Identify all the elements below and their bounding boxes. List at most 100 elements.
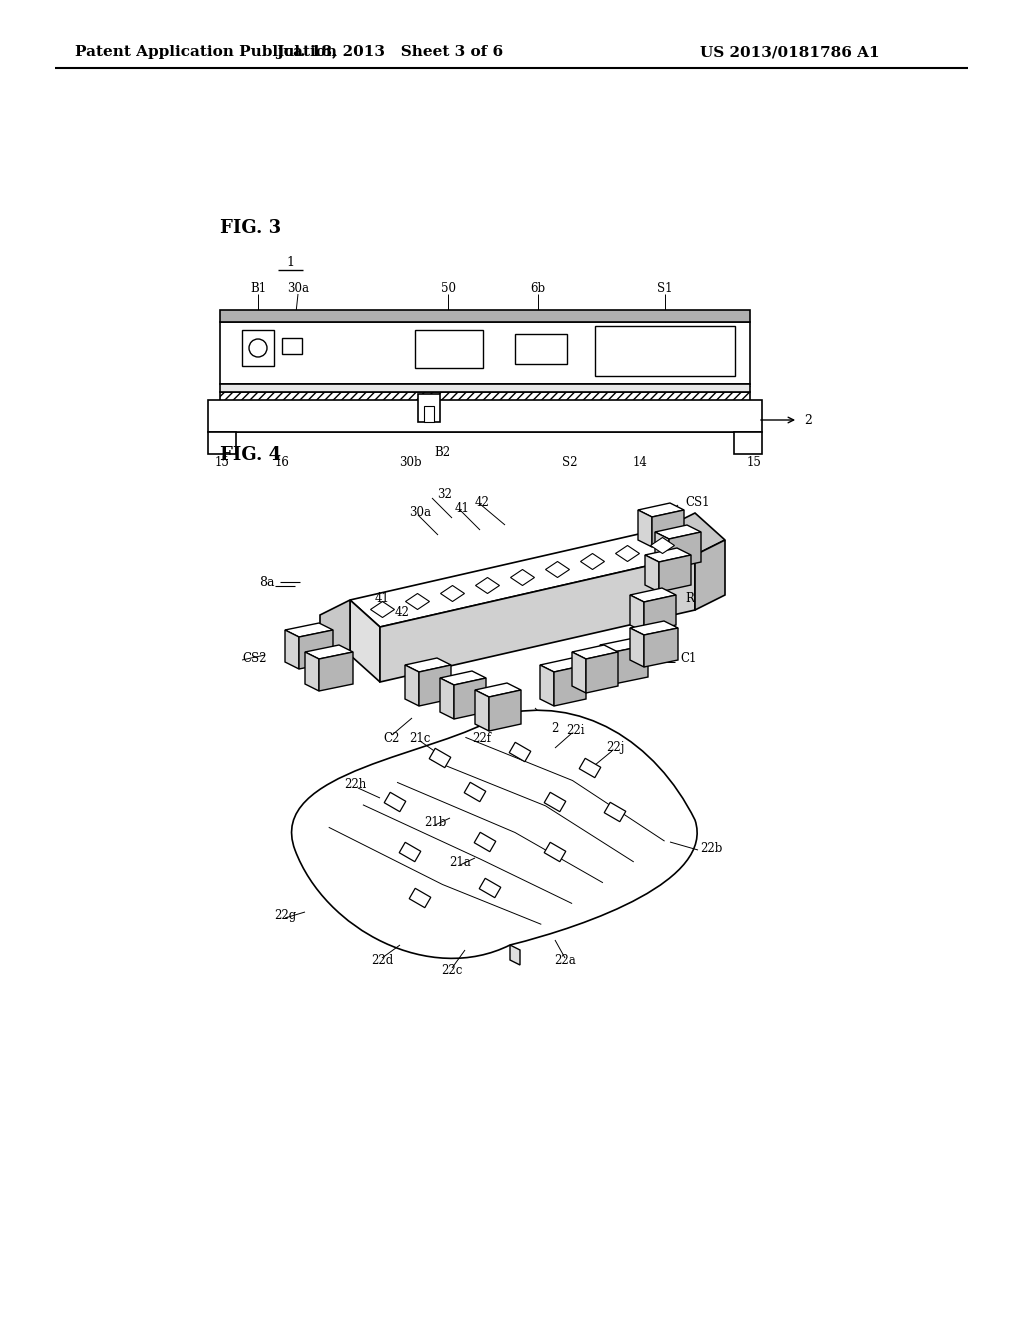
Text: 15: 15	[215, 457, 229, 470]
Bar	[208, 400, 762, 432]
Text: 42: 42	[474, 495, 489, 508]
Text: 8a: 8a	[259, 576, 275, 589]
Polygon shape	[600, 645, 614, 684]
Polygon shape	[659, 554, 691, 591]
Text: 22d: 22d	[371, 953, 393, 966]
Polygon shape	[319, 652, 353, 690]
Polygon shape	[399, 842, 421, 862]
Bar	[515, 334, 567, 364]
Polygon shape	[510, 945, 520, 965]
Polygon shape	[604, 803, 626, 821]
Text: 22j: 22j	[606, 742, 625, 755]
Bar	[208, 432, 236, 454]
Polygon shape	[572, 652, 586, 693]
Polygon shape	[695, 540, 725, 610]
Polygon shape	[406, 594, 429, 610]
Text: 6b: 6b	[530, 281, 546, 294]
Text: S1: S1	[657, 281, 673, 294]
Polygon shape	[475, 578, 500, 594]
Polygon shape	[475, 690, 489, 731]
Polygon shape	[644, 595, 676, 632]
Text: CS1: CS1	[685, 495, 710, 508]
Text: 22h: 22h	[344, 779, 367, 792]
Polygon shape	[429, 748, 451, 768]
Polygon shape	[586, 652, 618, 693]
Polygon shape	[380, 554, 695, 682]
Polygon shape	[630, 587, 676, 602]
Polygon shape	[350, 528, 695, 627]
Polygon shape	[419, 665, 451, 706]
Polygon shape	[440, 586, 465, 602]
Polygon shape	[350, 601, 380, 682]
Polygon shape	[572, 645, 618, 659]
Text: B1: B1	[250, 281, 266, 294]
Polygon shape	[630, 595, 644, 632]
Polygon shape	[554, 665, 586, 706]
Bar	[220, 322, 750, 384]
Polygon shape	[475, 682, 521, 697]
Text: 14: 14	[633, 457, 647, 470]
Text: 22f: 22f	[472, 731, 492, 744]
Text: 22g: 22g	[273, 908, 296, 921]
Polygon shape	[319, 601, 350, 671]
Text: FIG. 3: FIG. 3	[220, 219, 282, 238]
Text: Patent Application Publication: Patent Application Publication	[75, 45, 337, 59]
Text: S2: S2	[562, 457, 578, 470]
Polygon shape	[509, 742, 530, 762]
Polygon shape	[650, 537, 675, 553]
Text: 30b: 30b	[398, 457, 421, 470]
Polygon shape	[406, 657, 451, 672]
Text: 15: 15	[746, 457, 762, 470]
Bar	[220, 392, 750, 432]
Polygon shape	[580, 758, 601, 777]
Polygon shape	[406, 665, 419, 706]
Text: CS2: CS2	[242, 652, 266, 664]
Text: 21c: 21c	[410, 731, 431, 744]
Text: 41: 41	[455, 502, 469, 515]
Polygon shape	[285, 623, 333, 638]
Polygon shape	[440, 678, 454, 719]
Polygon shape	[655, 525, 701, 539]
Polygon shape	[299, 630, 333, 669]
Bar	[595, 326, 735, 376]
Polygon shape	[440, 671, 486, 685]
Text: 2: 2	[804, 413, 812, 426]
Polygon shape	[479, 878, 501, 898]
Polygon shape	[630, 620, 678, 635]
Text: 32: 32	[437, 488, 453, 502]
Polygon shape	[638, 503, 684, 517]
Polygon shape	[630, 628, 644, 667]
Text: 16: 16	[274, 457, 290, 470]
Polygon shape	[371, 602, 394, 618]
Polygon shape	[644, 628, 678, 667]
Bar	[220, 310, 750, 322]
Text: C2: C2	[384, 731, 400, 744]
Polygon shape	[581, 553, 604, 569]
Text: 22a: 22a	[554, 953, 575, 966]
Text: 22b: 22b	[700, 842, 722, 854]
Bar	[418, 393, 440, 422]
Text: 22a: 22a	[471, 689, 493, 701]
Polygon shape	[540, 665, 554, 706]
Text: 41: 41	[375, 591, 389, 605]
Text: 30a: 30a	[409, 506, 431, 519]
Polygon shape	[305, 652, 319, 690]
PathPatch shape	[292, 710, 697, 958]
Polygon shape	[285, 630, 299, 669]
Polygon shape	[305, 645, 353, 659]
Polygon shape	[474, 833, 496, 851]
Polygon shape	[410, 888, 431, 908]
Text: 42: 42	[394, 606, 410, 619]
Text: 21b: 21b	[424, 816, 446, 829]
Polygon shape	[669, 532, 701, 569]
Bar	[424, 407, 434, 422]
Text: FIG. 4: FIG. 4	[220, 446, 282, 465]
Polygon shape	[544, 792, 566, 812]
Text: 30a: 30a	[287, 281, 309, 294]
Text: 2: 2	[551, 722, 559, 734]
Polygon shape	[614, 645, 648, 684]
Polygon shape	[511, 569, 535, 586]
Polygon shape	[615, 545, 640, 561]
Bar	[282, 338, 302, 354]
Polygon shape	[464, 783, 485, 801]
